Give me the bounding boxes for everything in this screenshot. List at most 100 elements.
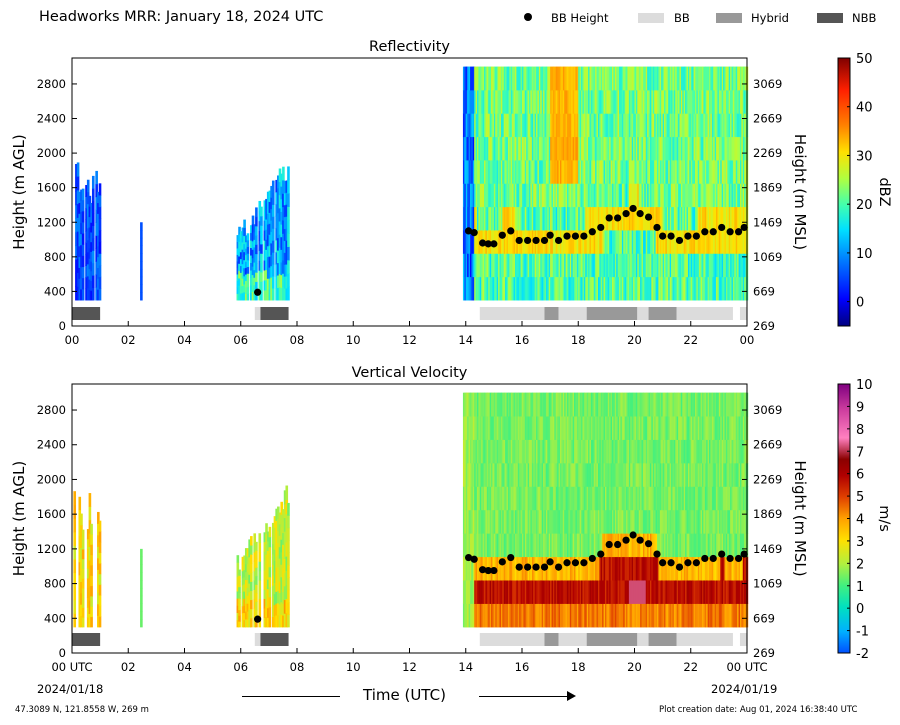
- heatmap-cell: [742, 416, 746, 440]
- heatmap-cell: [676, 89, 680, 114]
- heatmap-cell: [714, 603, 718, 628]
- heatmap-cell: [694, 66, 698, 91]
- heatmap-cell: [592, 509, 595, 534]
- heatmap-cell: [697, 253, 701, 278]
- heatmap-cell: [590, 253, 594, 278]
- heatmap-cell: [493, 206, 497, 231]
- heatmap-cell: [493, 486, 497, 511]
- heatmap-cell: [671, 416, 674, 440]
- heatmap-cell: [98, 552, 102, 564]
- heatmap-cell: [495, 276, 498, 301]
- heatmap-cell: [265, 616, 268, 628]
- heatmap-cell: [477, 113, 480, 138]
- heatmap-cell: [275, 591, 278, 604]
- heatmap-cell: [576, 392, 580, 417]
- heatmap-cell: [552, 439, 556, 464]
- heatmap-cell: [575, 603, 579, 628]
- heatmap-cell: [273, 549, 277, 561]
- heatmap-cell: [641, 89, 645, 114]
- heatmap-cell: [557, 533, 560, 558]
- heatmap-cell: [565, 136, 569, 161]
- bb-height-point: [524, 563, 532, 571]
- heatmap-cell: [275, 276, 278, 289]
- heatmap-cell: [253, 277, 257, 286]
- heatmap-cell: [250, 232, 253, 241]
- heatmap-cell: [544, 392, 548, 417]
- heatmap-cell: [634, 416, 638, 440]
- heatmap-cell: [265, 543, 268, 555]
- bb-height-point: [667, 559, 675, 567]
- heatmap-cell: [517, 66, 521, 91]
- heatmap-cell: [613, 183, 617, 208]
- heatmap-cell: [80, 233, 83, 246]
- heatmap-cell: [545, 89, 549, 114]
- heatmap-cell: [544, 416, 548, 440]
- heatmap-cell: [585, 486, 588, 511]
- heatmap-cell: [647, 462, 650, 487]
- heatmap-cell: [462, 230, 466, 254]
- heatmap-cell: [548, 160, 552, 184]
- heatmap-cell: [238, 256, 241, 264]
- heatmap-cell: [520, 66, 524, 91]
- bb-height-point: [597, 550, 605, 558]
- heatmap-cell: [91, 250, 95, 264]
- heatmap-cell: [655, 160, 659, 184]
- heatmap-cell: [492, 253, 496, 278]
- heatmap-cell: [606, 509, 609, 534]
- heatmap-cell: [718, 462, 722, 487]
- heatmap-cell: [704, 486, 708, 511]
- heatmap-cell: [664, 556, 667, 581]
- heatmap-cell: [552, 556, 556, 581]
- heatmap-cell: [732, 206, 736, 231]
- heatmap-cell: [250, 581, 253, 592]
- heatmap-cell: [505, 416, 508, 440]
- heatmap-cell: [654, 486, 657, 511]
- heatmap-cell: [523, 183, 527, 208]
- heatmap-cell: [704, 253, 708, 278]
- heatmap-cell: [568, 230, 572, 254]
- heatmap-cell: [462, 113, 466, 138]
- heatmap-cell: [488, 603, 491, 628]
- heatmap-cell: [140, 276, 143, 285]
- heatmap-cell: [462, 416, 466, 440]
- heatmap-cell: [552, 462, 556, 487]
- heatmap-cell: [682, 462, 685, 487]
- heatmap-cell: [599, 486, 602, 511]
- bb-height-point: [498, 231, 506, 239]
- heatmap-cell: [275, 239, 278, 253]
- heatmap-cell: [621, 509, 625, 534]
- bb-height-point: [484, 240, 492, 248]
- heatmap-cell: [647, 113, 650, 138]
- heatmap-cell: [575, 66, 579, 91]
- heatmap-field: [75, 66, 749, 301]
- heatmap-cell: [287, 259, 290, 274]
- heatmap-cell: [251, 240, 255, 250]
- heatmap-cell: [641, 136, 645, 161]
- heatmap-cell: [468, 556, 472, 581]
- heatmap-cell: [690, 253, 694, 278]
- heatmap-cell: [716, 509, 719, 534]
- heatmap-cell: [637, 89, 640, 114]
- heatmap-cell: [744, 603, 747, 628]
- heatmap-cell: [645, 439, 649, 464]
- heatmap-cell: [510, 183, 514, 208]
- heatmap-cell: [711, 160, 715, 184]
- heatmap-cell: [583, 136, 587, 161]
- heatmap-cell: [668, 183, 671, 208]
- heatmap-cell: [567, 160, 570, 184]
- heatmap-cell: [569, 416, 573, 440]
- heatmap-cell: [502, 580, 505, 604]
- heatmap-cell: [270, 277, 273, 290]
- heatmap-cell: [569, 580, 573, 604]
- heatmap-cell: [519, 580, 522, 604]
- heatmap-cell: [462, 253, 466, 278]
- heatmap-cell: [613, 416, 617, 440]
- heatmap-cell: [277, 578, 280, 592]
- heatmap-cell: [640, 113, 643, 138]
- heatmap-cell: [640, 603, 643, 628]
- heatmap-cell: [575, 556, 579, 581]
- heatmap-cell: [596, 136, 600, 161]
- heatmap-cell: [97, 592, 100, 605]
- heatmap-cell: [263, 570, 267, 581]
- heatmap-cell: [723, 183, 726, 208]
